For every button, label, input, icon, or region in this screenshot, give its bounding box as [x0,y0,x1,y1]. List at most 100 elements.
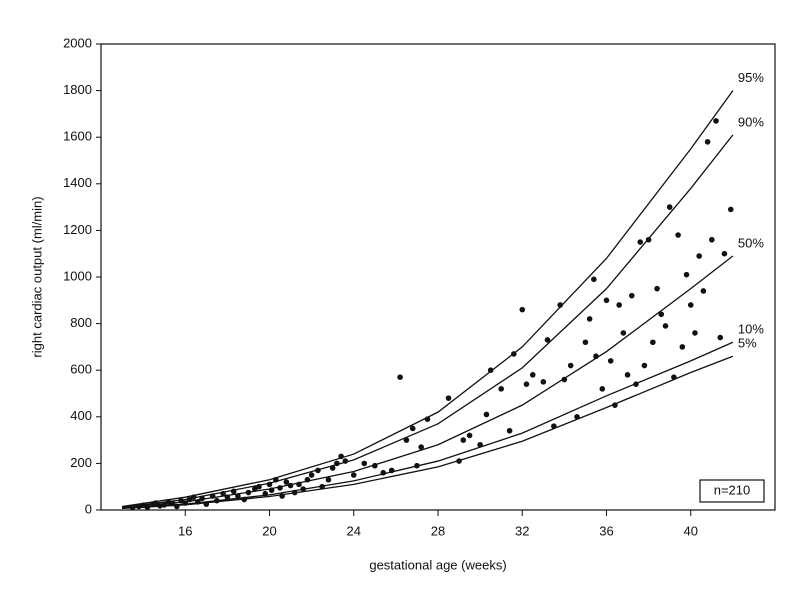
data-point [544,337,551,343]
data-point [361,460,368,467]
data-point [445,395,452,401]
data-point [418,444,424,450]
data-point [334,460,340,467]
data-point [372,462,378,469]
y-tick-label: 2000 [63,35,92,50]
data-point [466,432,473,439]
data-point [174,503,180,510]
data-point [540,379,547,385]
data-point [409,425,416,432]
data-point [186,496,193,503]
data-point [319,483,325,490]
y-tick-label: 400 [70,408,92,423]
data-point [633,381,639,387]
data-point [273,476,279,483]
data-point [607,358,614,364]
data-point [662,323,669,329]
data-point [256,483,262,490]
data-point [700,288,707,294]
data-point [658,311,665,318]
data-point [637,239,643,245]
data-point [224,494,231,500]
data-point [666,204,673,210]
y-tick-label: 1800 [63,82,92,97]
data-point [624,372,631,378]
data-point [645,236,652,243]
plot-frame [100,43,776,511]
data-point [300,486,307,492]
data-point [266,481,273,488]
annotation: n=210 [714,482,751,497]
data-point [157,503,163,509]
data-point [692,330,698,336]
data-point [713,118,719,124]
data-point [477,441,483,448]
data-point [262,490,269,497]
data-point [144,504,151,511]
data-point [523,381,530,387]
data-point [214,497,220,504]
y-tick-label: 1000 [63,268,92,283]
data-point [593,353,599,360]
data-point [586,316,593,322]
data-point [235,493,241,499]
data-point [683,271,690,278]
data-point [403,437,410,443]
data-point [388,467,395,474]
y-tick-label: 800 [70,315,92,330]
data-point [529,372,536,378]
data-point [582,339,589,346]
data-point [616,302,622,308]
data-point [220,490,226,497]
data-point [199,495,205,502]
x-tick-label: 16 [178,523,192,538]
data-point [241,496,248,503]
data-point [251,486,258,492]
data-point [342,458,349,464]
data-point [687,302,694,308]
data-point [277,485,283,491]
data-point [140,502,146,509]
data-point [304,476,311,483]
data-point [279,493,285,499]
data-point [591,276,597,283]
y-tick-label: 1600 [63,129,92,144]
curve-label: 90% [738,114,764,129]
x-tick-label: 28 [431,523,445,538]
data-point [230,488,237,495]
data-point [574,414,580,420]
data-point [498,386,504,392]
x-tick-label: 40 [684,523,698,538]
data-point [612,402,618,408]
percentile-curve [122,341,734,509]
data-point [245,489,252,496]
x-tick-label: 32 [515,523,529,538]
percentile-curve [121,134,734,508]
data-point [727,206,734,213]
percentile-curve [121,90,734,508]
data-point [511,351,517,357]
data-point [717,334,724,341]
data-point [519,306,526,313]
x-axis-label: gestational age (weeks) [369,557,506,572]
y-tick-label: 200 [70,455,92,470]
data-point [350,472,357,478]
data-point [136,503,142,510]
data-point [460,437,467,443]
curve-label: 95% [738,70,764,85]
curve-label: 10% [738,322,764,337]
data-point [308,472,315,478]
x-tick-label: 20 [262,523,276,538]
data-point [628,292,635,299]
data-point [338,453,344,460]
data-point [567,362,574,369]
data-point [654,285,660,292]
data-point [414,462,420,469]
data-point [599,386,606,392]
y-tick-label: 600 [70,362,92,377]
data-point [190,494,197,500]
data-point [696,253,702,259]
data-point [704,139,711,145]
data-point [380,469,387,476]
